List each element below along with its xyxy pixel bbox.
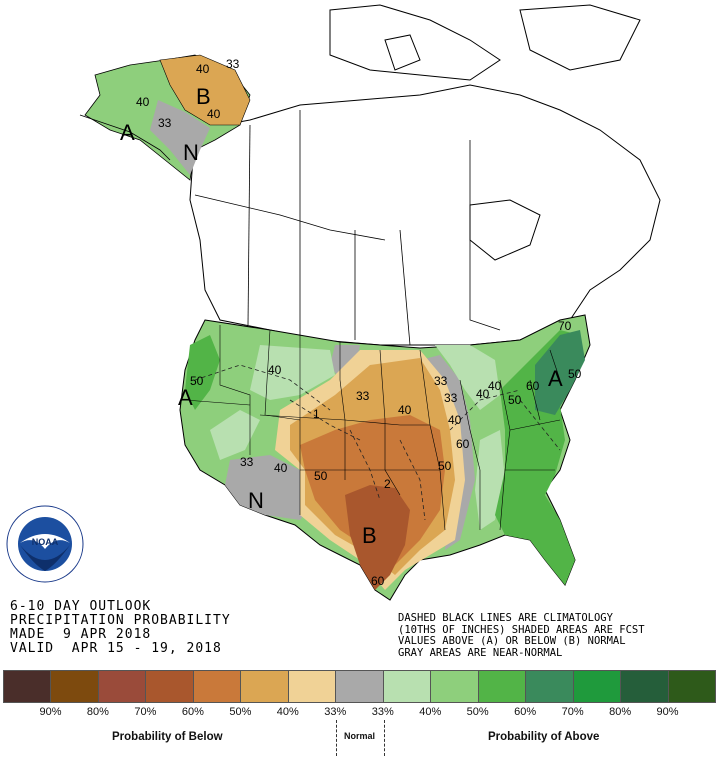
contour-label: 50: [568, 367, 582, 381]
legend-percent-label: 80%: [86, 706, 109, 718]
legend-percent-label: 80%: [609, 706, 632, 718]
contour-label: 40: [488, 379, 502, 393]
contour-label: 60: [456, 437, 470, 451]
legend-percent-label: 33%: [371, 706, 394, 718]
contour-label: 33: [226, 57, 240, 71]
contour-label: 50: [508, 393, 522, 407]
canada-landmass: [189, 4, 661, 346]
title-line-1: 6-10 DAY OUTLOOK: [10, 599, 152, 614]
legend-swatch: [97, 670, 147, 703]
legend-percent-label: 70%: [134, 706, 157, 718]
region-letter-west-above: A: [178, 385, 193, 410]
contour-label: 33: [444, 391, 458, 405]
legend-percent-label: 90%: [39, 706, 62, 718]
legend-swatch: [667, 670, 717, 703]
legend-swatch: [287, 670, 337, 703]
note-line-4: GRAY AREAS ARE NEAR-NORMAL: [398, 646, 563, 659]
contour-label: 1: [313, 407, 320, 421]
contour-label: 40: [398, 403, 412, 417]
region-letters: B A N A N B A: [120, 84, 563, 548]
normal-divider-left: [336, 720, 337, 756]
note-line-3: VALUES ABOVE (A) OR BELOW (B) NORMAL: [398, 635, 626, 647]
color-legend: [3, 670, 717, 704]
legend-percent-row: 90% 80% 70% 60% 50% 40% 33% 33% 40% 50% 60% 70% 80% 9…: [3, 706, 715, 718]
legend-percent-label: 40%: [276, 706, 299, 718]
contour-label: 40: [476, 387, 490, 401]
contour-label: 40: [274, 461, 288, 475]
legend-percent-label: 40%: [419, 706, 442, 718]
province-borders: [194, 110, 501, 346]
contour-label: 2: [384, 477, 391, 491]
noaa-logo: NOAA: [6, 505, 84, 583]
legend-percent-label: 60%: [514, 706, 537, 718]
legend-swatch: [50, 670, 99, 703]
contour-label: 33: [434, 374, 448, 388]
legend-swatch: [335, 670, 384, 703]
caption-normal: Normal: [344, 731, 376, 741]
contour-label: 40: [448, 413, 462, 427]
contour-label: 50: [314, 469, 328, 483]
region-letter-texas-below: B: [362, 523, 377, 548]
title-line-2: PRECIPITATION PROBABILITY: [10, 613, 231, 628]
contour-label: 33: [356, 389, 370, 403]
contour-label: 40: [136, 95, 150, 109]
legend-swatch: [240, 670, 289, 703]
legend-swatch: [477, 670, 527, 703]
climatology-lines: [194, 364, 561, 521]
region-letter-alaska-above: A: [120, 120, 135, 145]
contour-label: 60: [371, 574, 385, 588]
contour-label: 33: [158, 116, 172, 130]
region-letter-east-above: A: [548, 366, 563, 391]
state-borders: [184, 325, 561, 531]
legend-swatch: [525, 670, 574, 703]
legend-percent-label: 50%: [229, 706, 252, 718]
contour-label: 70: [558, 319, 572, 333]
legend-swatch: [430, 670, 479, 703]
normal-divider-right: [384, 720, 385, 756]
region-letter-alaska-below: B: [196, 84, 211, 109]
outlook-map: 40 33 40 40 33 40 50 40 33 40 50 33 33 4…: [79, 4, 661, 601]
contour-label: 50: [438, 459, 452, 473]
contour-label: 40: [207, 107, 221, 121]
contour-labels: 40 33 40 40 33 40 50 40 33 40 50 33 33 4…: [136, 57, 582, 588]
svg-text:NOAA: NOAA: [32, 537, 59, 547]
note-line-1: DASHED BLACK LINES ARE CLIMATOLOGY: [398, 613, 613, 624]
legend-percent-label: 70%: [561, 706, 584, 718]
contour-label: 60: [526, 379, 540, 393]
legend-percent-label: 60%: [181, 706, 204, 718]
alaska: [79, 54, 251, 181]
title-block: 6-10 DAY OUTLOOK PRECIPITATION PROBABILIT…: [10, 600, 231, 656]
contour-label: 50: [190, 374, 204, 388]
legend-swatch: [620, 670, 669, 703]
contour-label: 40: [196, 62, 210, 76]
note-line-2: (10THS OF INCHES) SHADED AREAS ARE FCST: [398, 623, 645, 636]
caption-probability-below: Probability of Below: [112, 731, 223, 743]
legend-swatch: [192, 670, 242, 703]
legend-percent-label: 50%: [466, 706, 489, 718]
title-line-4: VALID APR 15 - 19, 2018: [10, 641, 222, 656]
contour-label: 33: [240, 455, 254, 469]
legend-percent-label: 33%: [324, 706, 347, 718]
note-block: DASHED BLACK LINES ARE CLIMATOLOGY (10THS…: [398, 613, 716, 659]
legend-swatch: [145, 670, 194, 703]
title-line-3: MADE 9 APR 2018: [10, 627, 152, 642]
region-letter-alaska-normal: N: [183, 140, 199, 165]
contour-label: 40: [268, 363, 282, 377]
legend-swatch: [382, 670, 432, 703]
caption-probability-above: Probability of Above: [488, 731, 600, 743]
legend-swatch: [572, 670, 622, 703]
region-letter-southwest-normal: N: [248, 488, 264, 513]
legend-swatch: [3, 670, 52, 703]
legend-percent-label: 90%: [656, 706, 679, 718]
